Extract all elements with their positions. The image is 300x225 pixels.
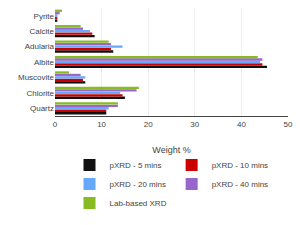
svg-text:Lab-based XRD: Lab-based XRD — [110, 199, 167, 208]
svg-text:20: 20 — [144, 120, 153, 129]
svg-text:10: 10 — [97, 120, 106, 129]
svg-text:0: 0 — [53, 120, 58, 129]
svg-text:Albite: Albite — [34, 58, 55, 67]
svg-text:Calcite: Calcite — [30, 27, 55, 36]
svg-text:pXRD - 40 mins: pXRD - 40 mins — [212, 180, 268, 189]
svg-text:Muscovite: Muscovite — [18, 73, 55, 82]
svg-text:Chlorite: Chlorite — [26, 89, 54, 98]
svg-text:40: 40 — [237, 120, 246, 129]
svg-text:Pyrite: Pyrite — [34, 12, 55, 21]
svg-text:Adularia: Adularia — [25, 42, 55, 51]
svg-text:pXRD - 10 mins: pXRD - 10 mins — [212, 161, 268, 170]
svg-text:Quartz: Quartz — [30, 104, 54, 113]
svg-text:Weight %: Weight % — [152, 145, 190, 155]
svg-text:50: 50 — [284, 120, 293, 129]
svg-text:pXRD - 5 mins: pXRD - 5 mins — [110, 161, 162, 170]
svg-text:30: 30 — [190, 120, 199, 129]
svg-text:pXRD - 20 mins: pXRD - 20 mins — [110, 180, 166, 189]
